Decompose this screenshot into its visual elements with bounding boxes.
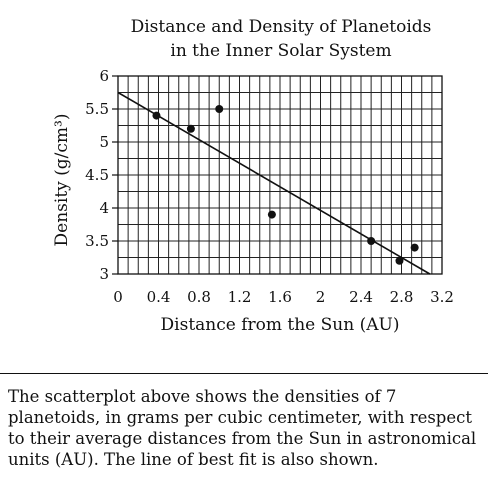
data-point	[410, 243, 419, 252]
x-tick-label: 1.6	[268, 288, 292, 306]
data-points	[152, 105, 419, 265]
chart-title-line-1: Distance and Density of Planetoids	[131, 17, 432, 37]
y-tick-label: 5	[99, 133, 109, 151]
x-tick-label: 2	[316, 288, 326, 306]
y-tick-label: 4	[99, 199, 109, 217]
y-tick-label: 6	[99, 67, 109, 85]
x-tick-label: 0.4	[147, 288, 171, 306]
data-point	[186, 124, 195, 133]
data-point	[367, 237, 376, 245]
x-tick-label: 3.2	[430, 288, 454, 306]
y-axis-label: Density (g/cm³)	[52, 114, 72, 247]
data-point	[395, 256, 404, 265]
x-tick-label: 1.2	[228, 288, 252, 306]
x-tick-label: 2.4	[349, 288, 373, 306]
best-fit-line	[117, 91, 431, 275]
x-tick-label: 0	[113, 288, 123, 306]
x-tick-label: 0.8	[187, 288, 211, 306]
data-point	[215, 105, 224, 113]
y-tick-label: 5.5	[85, 100, 109, 118]
scatter-chart: Distance and Density of Planetoids in th…	[52, 17, 454, 335]
axes	[112, 75, 443, 275]
tick-labels: 3 3.5 4 4.5 5 5.5 6 0 0.4 0.8 1.2 1.6 2 2.4 2.8 3.2	[85, 67, 454, 306]
best-fit-line-group	[117, 91, 431, 275]
data-point	[152, 111, 161, 120]
y-tick-label: 4.5	[85, 166, 109, 184]
chart-title-line-2: in the Inner Solar System	[170, 41, 391, 61]
y-tick-label: 3	[99, 265, 109, 283]
data-point	[267, 210, 276, 219]
x-tick-label: 2.8	[390, 288, 414, 306]
x-axis-label: Distance from the Sun (AU)	[161, 315, 400, 335]
question-caption: The scatterplot above shows the densitie…	[8, 387, 477, 469]
grid	[118, 76, 442, 274]
y-tick-label: 3.5	[85, 232, 109, 250]
divider	[0, 373, 488, 374]
